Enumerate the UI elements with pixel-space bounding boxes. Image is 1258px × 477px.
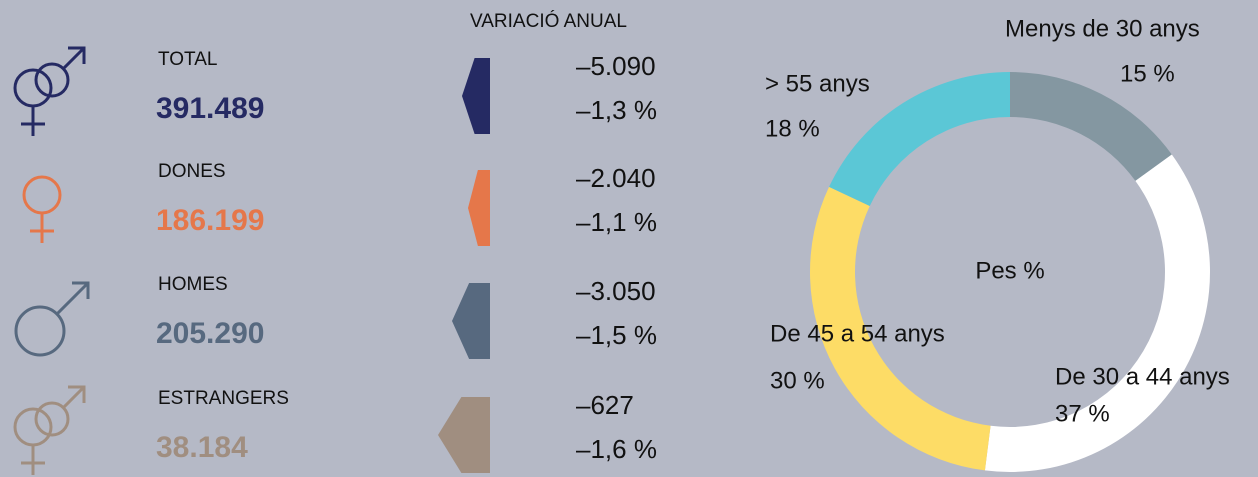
symbol (34, 401, 70, 437)
row-label: ESTRANGERS (158, 388, 289, 409)
symbol (72, 281, 90, 299)
row-label: HOMES (158, 274, 228, 295)
change-flag (468, 170, 490, 246)
segment-value-label: 18 % (765, 115, 820, 142)
row-change: –627 (576, 390, 634, 420)
donut-segment (810, 186, 991, 471)
row-value: 391.489 (156, 92, 264, 125)
donut-segment (829, 72, 1010, 207)
row-change: –2.040 (576, 163, 656, 193)
row-label: TOTAL (158, 49, 217, 70)
row-change-pct: –1,5 % (576, 320, 657, 350)
segment-value-label: 30 % (770, 367, 825, 394)
symbol (13, 68, 53, 108)
symbol (55, 281, 90, 316)
change-flag (438, 397, 490, 473)
symbol (68, 46, 86, 64)
symbol (62, 46, 86, 70)
row-value: 38.184 (156, 431, 248, 464)
change-flag (462, 58, 490, 134)
row-value: 205.290 (156, 317, 264, 350)
symbol (62, 385, 86, 409)
segment-label: De 45 a 54 anys (770, 320, 945, 347)
row-change: –5.090 (576, 51, 656, 81)
segment-value-label: 15 % (1120, 60, 1175, 87)
symbol (13, 407, 53, 447)
change-flag (452, 283, 490, 359)
center-label: Pes % (975, 257, 1044, 284)
segment-label: Menys de 30 anys (1005, 15, 1200, 42)
segment-label: De 30 a 44 anys (1055, 363, 1230, 390)
row-change-pct: –1,6 % (576, 434, 657, 464)
symbol (68, 385, 86, 403)
donut-segment (1010, 72, 1172, 181)
symbol (14, 305, 66, 357)
row-change-pct: –1,3 % (576, 95, 657, 125)
row-change-pct: –1,1 % (576, 207, 657, 237)
segment-label: > 55 anys (765, 70, 870, 97)
row-change: –3.050 (576, 276, 656, 306)
row-value: 186.199 (156, 204, 264, 237)
segment-value-label: 37 % (1055, 400, 1110, 427)
symbol (22, 175, 62, 215)
symbol (34, 62, 70, 98)
donut-segment (984, 154, 1210, 473)
section-title: VARIACIÓ ANUAL (470, 10, 627, 32)
row-label: DONES (158, 161, 226, 182)
